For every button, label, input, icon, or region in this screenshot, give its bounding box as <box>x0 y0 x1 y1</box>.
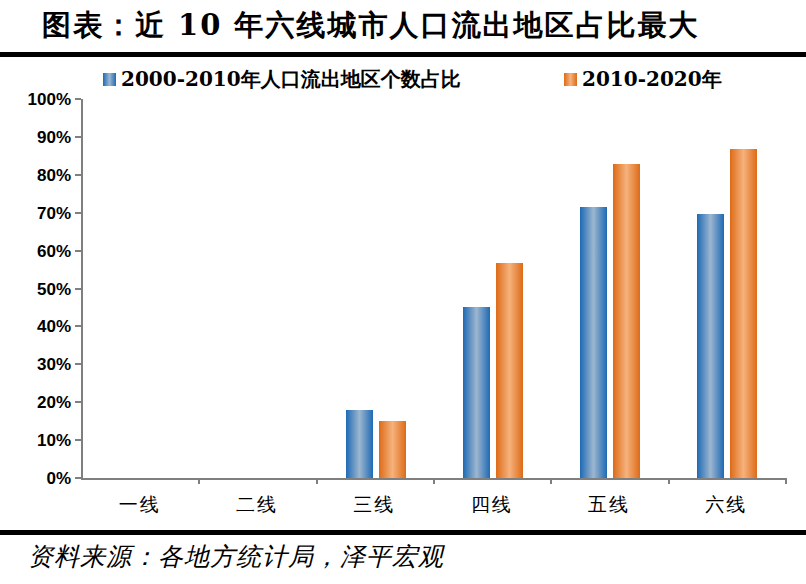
y-axis-tick <box>75 363 81 365</box>
x-tick-label: 四线 <box>433 492 550 518</box>
x-axis-tick <box>668 478 670 484</box>
y-tick-label: 90% <box>0 129 71 147</box>
x-axis-labels: 一线二线三线四线五线六线 <box>81 492 785 518</box>
x-axis-tick <box>550 478 552 484</box>
chart-title: 图表：近 10 年六线城市人口流出地区占比最大 <box>42 6 700 46</box>
legend-item-2000-2010: 2000-2010年人口流出地区个数占比 <box>103 66 461 93</box>
y-tick-label: 40% <box>0 318 71 336</box>
y-tick-label: 20% <box>0 394 71 412</box>
bar-group-六线 <box>668 99 785 478</box>
legend-swatch-blue-icon <box>103 73 116 86</box>
y-tick-label: 30% <box>0 356 71 374</box>
bar-group-一线 <box>83 99 200 478</box>
x-axis-tick <box>316 478 318 484</box>
bar <box>496 263 523 478</box>
x-axis-tick <box>198 478 200 484</box>
bottom-divider <box>0 530 806 535</box>
x-tick-label: 三线 <box>316 492 433 518</box>
x-tick-label: 二线 <box>198 492 315 518</box>
legend-label: 2000-2010年人口流出地区个数占比 <box>121 66 461 93</box>
source-note: 资料来源：各地方统计局，泽平宏观 <box>28 540 444 573</box>
y-axis-tick <box>75 401 81 403</box>
top-divider <box>0 52 806 57</box>
legend-swatch-orange-icon <box>564 73 577 86</box>
legend-item-2010-2020: 2010-2020年 <box>564 66 722 93</box>
x-axis-tick <box>785 478 787 484</box>
y-axis-tick <box>75 325 81 327</box>
bar-groups <box>83 99 785 478</box>
y-axis-tick <box>75 439 81 441</box>
y-tick-label: 10% <box>0 432 71 450</box>
bar <box>580 207 607 478</box>
bar-group-四线 <box>434 99 551 478</box>
bar-group-二线 <box>200 99 317 478</box>
bar <box>613 164 640 478</box>
y-axis-tick <box>75 477 81 479</box>
y-tick-label: 50% <box>0 281 71 299</box>
y-axis-labels: 0%10%20%30%40%50%60%70%80%90%100% <box>0 99 71 479</box>
bar <box>346 410 373 478</box>
bar <box>697 214 724 478</box>
bar <box>379 421 406 478</box>
plot-area <box>81 99 785 480</box>
y-axis-tick <box>75 212 81 214</box>
y-axis-tick <box>75 98 81 100</box>
y-axis-tick <box>75 136 81 138</box>
y-axis-tick <box>75 288 81 290</box>
y-tick-label: 100% <box>0 91 71 109</box>
y-tick-label: 80% <box>0 167 71 185</box>
x-tick-label: 五线 <box>550 492 667 518</box>
legend-label: 2010-2020年 <box>582 66 722 93</box>
x-axis-tick <box>433 478 435 484</box>
y-axis-tick <box>75 174 81 176</box>
bar <box>463 307 490 478</box>
y-tick-label: 60% <box>0 243 71 261</box>
x-tick-label: 六线 <box>668 492 785 518</box>
y-tick-label: 0% <box>0 470 71 488</box>
bar-group-三线 <box>317 99 434 478</box>
x-tick-label: 一线 <box>81 492 198 518</box>
bar <box>730 149 757 478</box>
bar-group-五线 <box>551 99 668 478</box>
y-axis-tick <box>75 250 81 252</box>
y-tick-label: 70% <box>0 205 71 223</box>
chart-page: 图表：近 10 年六线城市人口流出地区占比最大 2000-2010年人口流出地区… <box>0 0 806 584</box>
